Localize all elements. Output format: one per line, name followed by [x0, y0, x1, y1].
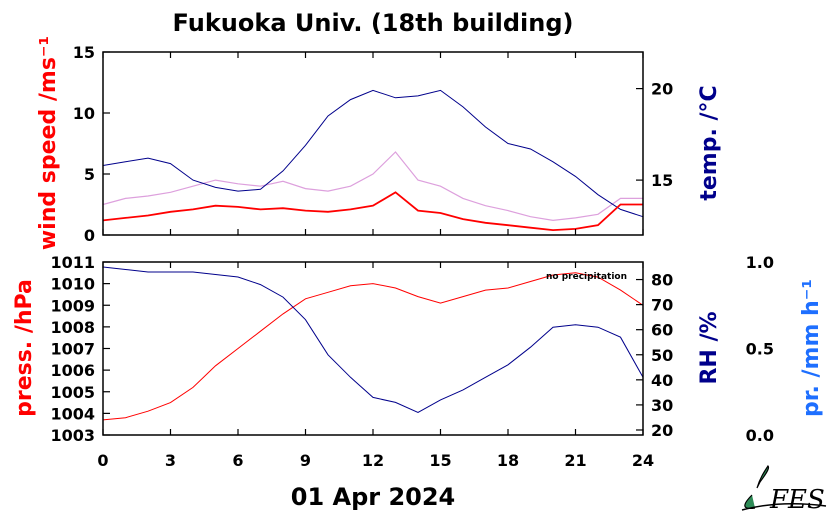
top-ticks: 0 5 10 15 15 20 — [73, 43, 674, 245]
x-tick-label: 12 — [362, 451, 384, 470]
right-tick-label: 70 — [651, 296, 673, 315]
left-tick-label: 5 — [84, 165, 95, 184]
left-tick-label: 1008 — [50, 318, 95, 337]
left-tick-label: 15 — [73, 43, 95, 62]
left-tick-label: 1007 — [50, 340, 95, 359]
right-tick-label: 20 — [651, 80, 673, 99]
humidity-axis-label: RH /% — [697, 311, 722, 384]
left-tick-label: 1005 — [50, 383, 95, 402]
right-tick-label: 30 — [651, 396, 673, 415]
logo-swoosh — [741, 503, 827, 511]
series-line-2 — [102, 151, 643, 222]
fes-logo: FES — [741, 465, 827, 515]
precip-tick-label: 1.0 — [746, 253, 774, 272]
precip-tick-label: 0.0 — [746, 426, 774, 445]
top-plot-area — [102, 89, 644, 232]
leaf-mark — [744, 465, 770, 510]
pressure-axis-label: press. /hPa — [12, 279, 37, 417]
precip-tick-label: 0.5 — [746, 340, 774, 359]
x-tick-label: 3 — [165, 451, 176, 470]
logo-text: FES — [769, 485, 825, 515]
left-tick-label: 1004 — [50, 404, 95, 423]
series-line-0 — [102, 272, 644, 421]
wind-speed-axis-label: wind speed /ms⁻¹ — [36, 36, 61, 250]
temperature-axis-label: temp. /°C — [697, 85, 722, 200]
left-tick-label: 1006 — [50, 361, 95, 380]
series-line-1 — [102, 191, 643, 232]
precipitation-axis-label: pr. /mm h⁻¹ — [799, 279, 824, 417]
x-tick-label: 24 — [632, 451, 654, 470]
precipitation-note: no precipitation — [546, 272, 627, 282]
series-line-1 — [102, 266, 644, 413]
right-tick-label: 20 — [651, 421, 673, 440]
bottom-ticks: 0 3 6 9 12 15 18 21 24 1003 1004 1005 1006 1007 1008 10… — [50, 253, 774, 470]
left-tick-label: 1010 — [50, 275, 95, 294]
bottom-plot-area — [102, 266, 644, 421]
right-tick-label: 80 — [651, 271, 673, 290]
date-label: 01 Apr 2024 — [291, 483, 456, 511]
x-tick-label: 21 — [564, 451, 586, 470]
x-tick-label: 15 — [429, 451, 451, 470]
chart-title: Fukuoka Univ. (18th building) — [173, 9, 574, 37]
left-tick-label: 0 — [84, 226, 95, 245]
x-tick-label: 0 — [97, 451, 108, 470]
left-tick-label: 1011 — [50, 253, 95, 272]
series-line-0 — [102, 89, 644, 218]
left-tick-label: 10 — [73, 104, 95, 123]
x-tick-label: 18 — [497, 451, 519, 470]
top-panel-frame — [102, 51, 644, 236]
left-tick-label: 1003 — [50, 426, 95, 445]
x-tick-label: 6 — [232, 451, 243, 470]
right-tick-label: 15 — [651, 171, 673, 190]
left-tick-label: 1009 — [50, 296, 95, 315]
right-tick-label: 40 — [651, 371, 673, 390]
x-tick-label: 9 — [300, 451, 311, 470]
top-panel: 0 5 10 15 15 20 wind speed /ms⁻¹ temp. /°C — [36, 36, 722, 250]
right-tick-label: 50 — [651, 346, 673, 365]
right-tick-label: 60 — [651, 321, 673, 340]
bottom-panel-frame — [102, 261, 644, 436]
bottom-panel: 0 3 6 9 12 15 18 21 24 1003 1004 1005 1006 1007 1008 10… — [12, 253, 824, 470]
